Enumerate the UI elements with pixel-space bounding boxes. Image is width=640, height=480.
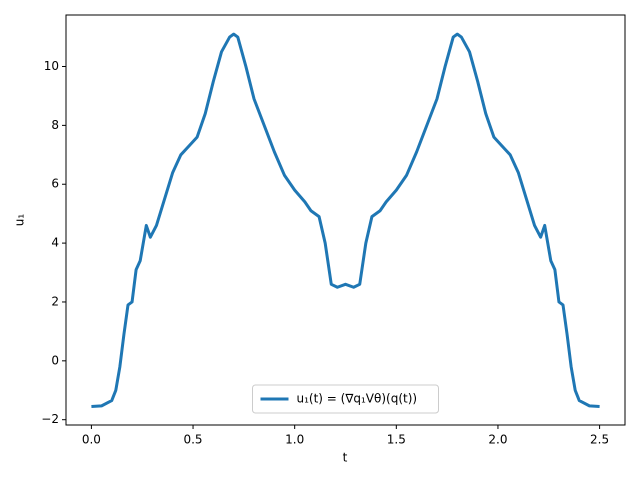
data-line	[91, 32, 600, 408]
legend-box	[252, 384, 439, 414]
y-tick-label: 10	[44, 59, 59, 73]
y-tick-label: 8	[51, 118, 59, 132]
y-tick-label: 6	[51, 177, 59, 191]
x-tick-label: 2.5	[590, 433, 609, 447]
x-tick-label: 0.0	[82, 433, 101, 447]
x-tick-label: 2.0	[488, 433, 507, 447]
x-axis-label: t	[343, 451, 348, 465]
y-tick-label: −2	[41, 412, 59, 426]
y-tick-label: 4	[51, 236, 59, 250]
x-tick-label: 1.5	[387, 433, 406, 447]
plot-frame	[65, 14, 626, 426]
legend-label: u₁(t) = (∇q₁Vθ)(q(t))	[297, 392, 418, 406]
x-tick-label: 1.0	[285, 433, 304, 447]
y-tick-label: 0	[51, 353, 59, 367]
x-tick-label: 0.5	[183, 433, 202, 447]
y-axis-label: u₁	[13, 214, 27, 227]
y-tick-label: 2	[51, 294, 59, 308]
